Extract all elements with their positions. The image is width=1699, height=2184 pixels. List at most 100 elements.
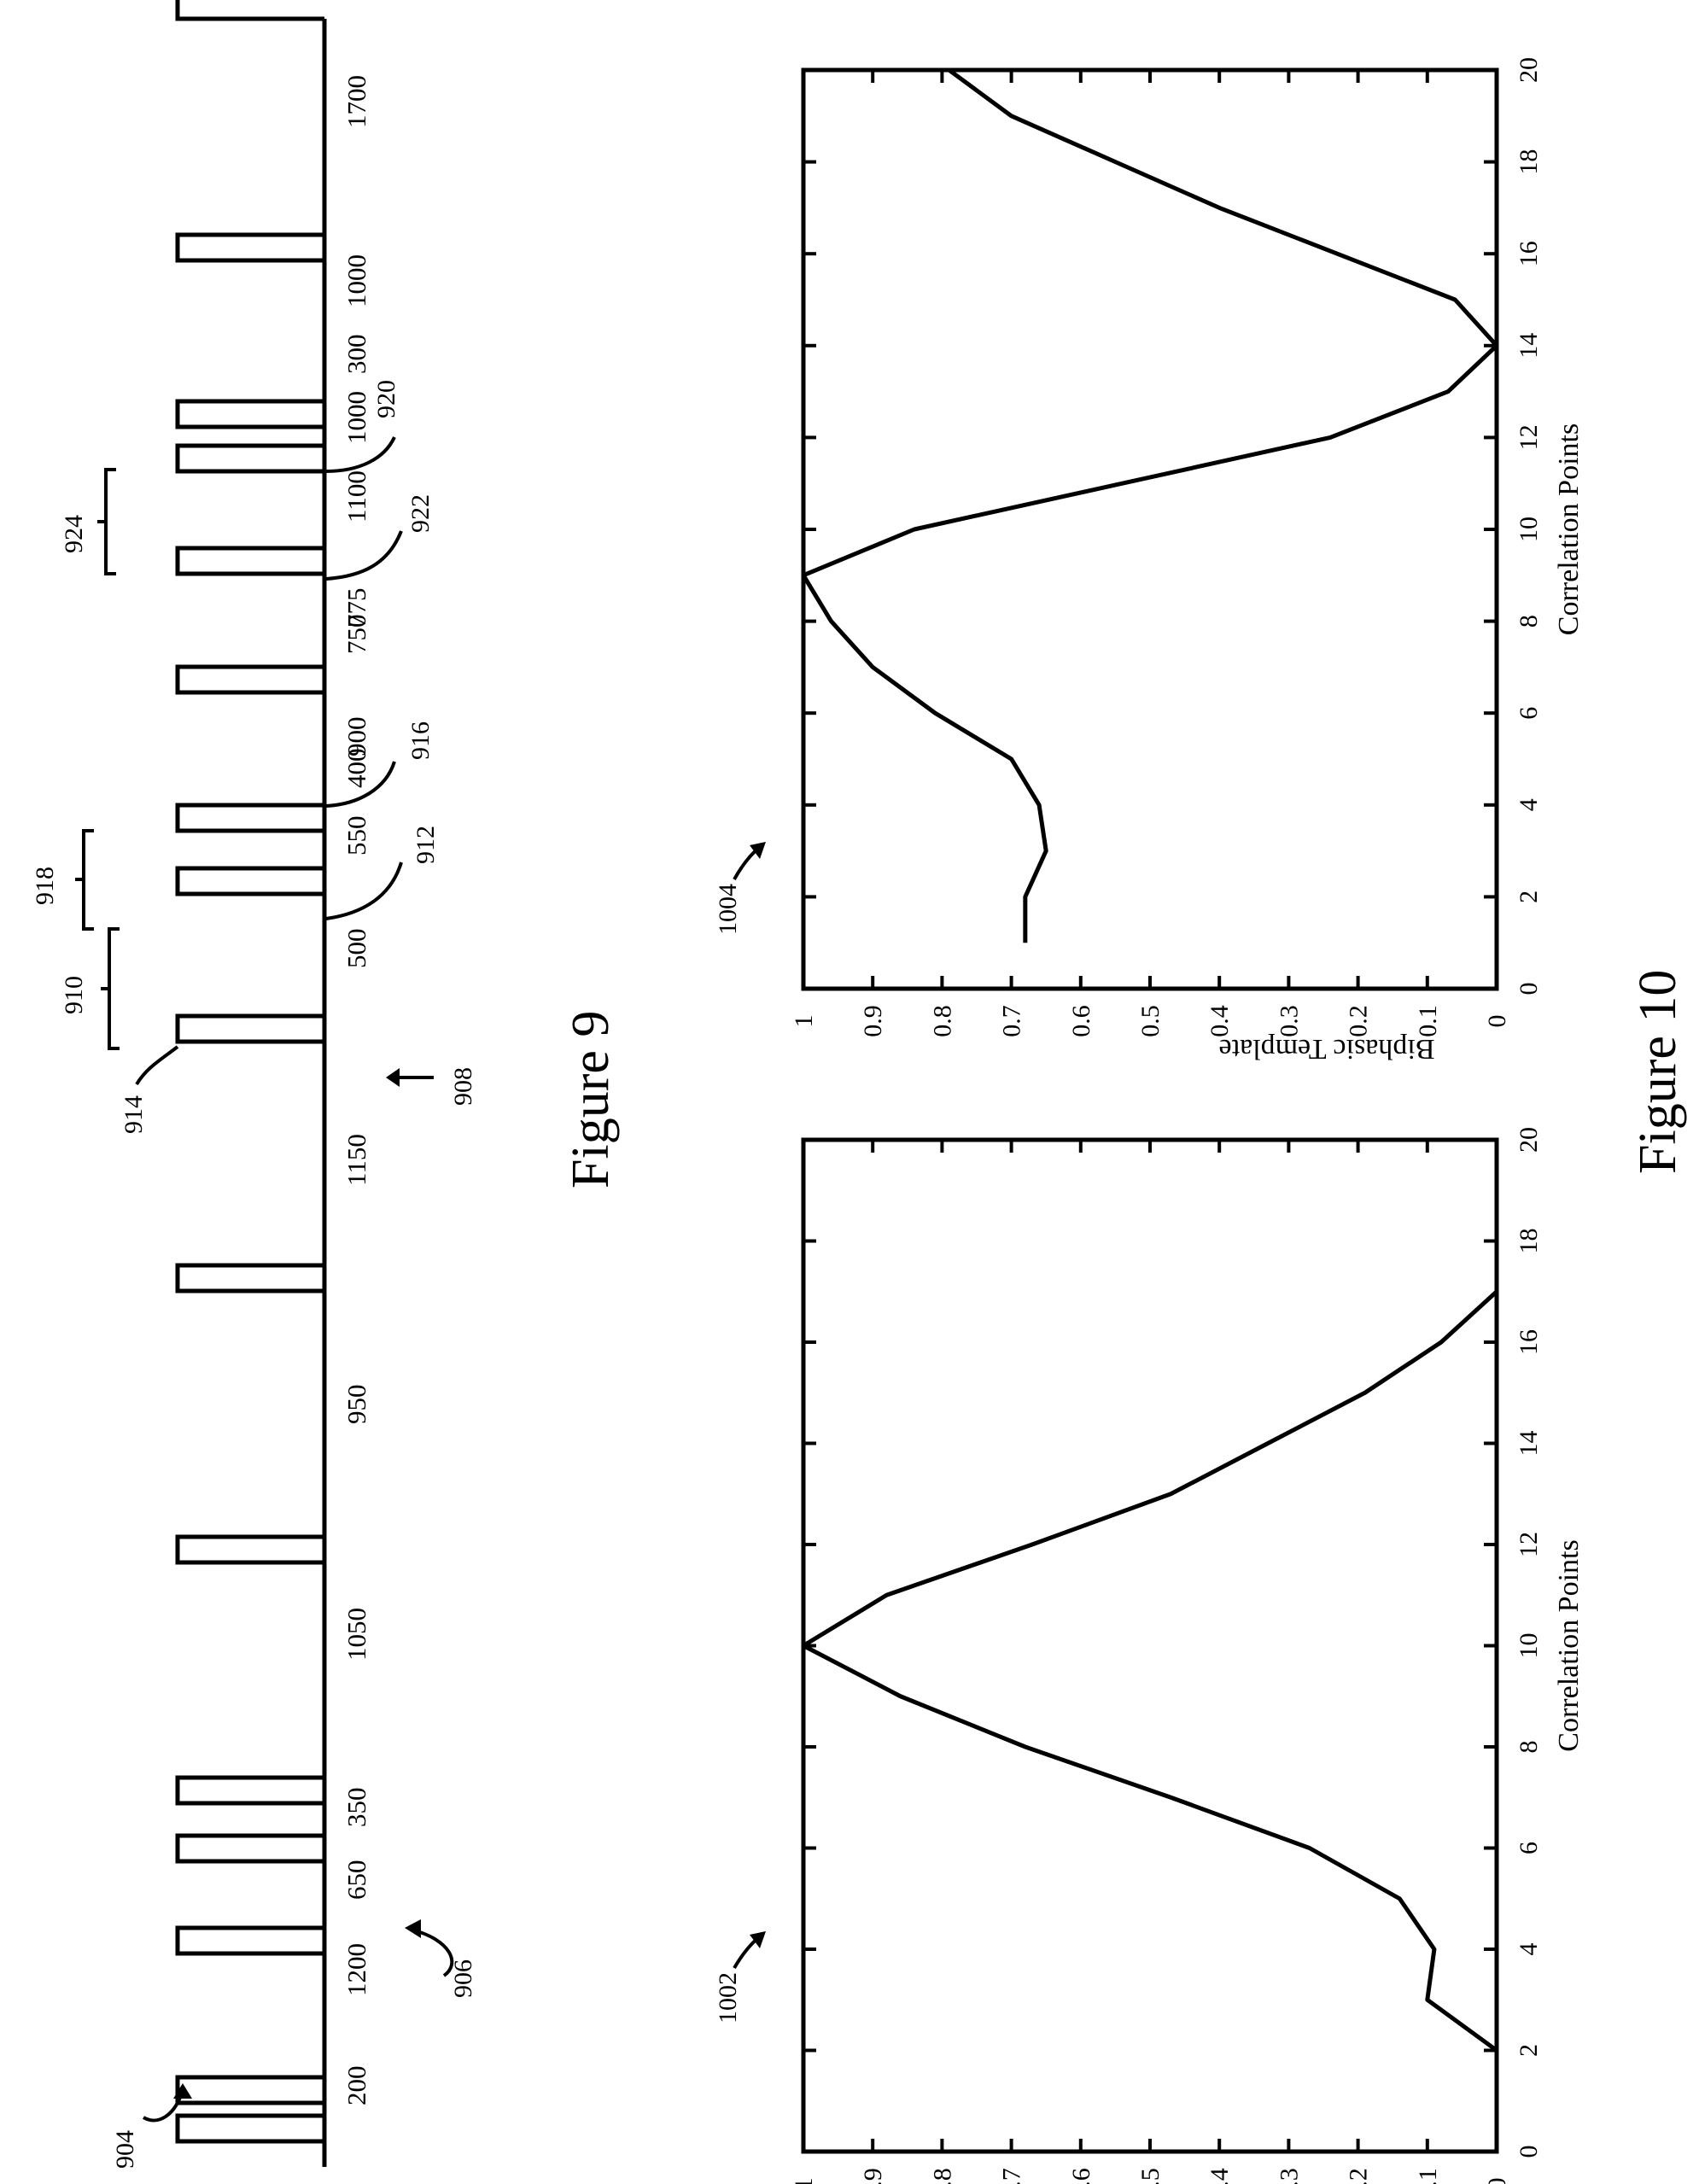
ref-1002-arrowhead (750, 1931, 766, 1948)
y-tick-label: 0.7 (998, 1005, 1026, 1037)
y-tick-label: 0.3 (1275, 1005, 1303, 1037)
ref-924-bracket (97, 468, 116, 575)
interval-label: 1700 (342, 75, 371, 128)
pulse (175, 1534, 324, 1565)
pulse (175, 803, 324, 833)
x-tick-label: 2 (1515, 891, 1543, 903)
interval-label: 1050 (342, 1608, 371, 1661)
interval-label: 1000 (342, 391, 371, 444)
x-tick-label: 10 (1515, 517, 1543, 542)
ref-912-label: 912 (412, 826, 440, 864)
pulse (175, 1833, 324, 1864)
y-tick-label: 0.1 (1414, 2168, 1442, 2184)
ref-1002-label: 1002 (714, 1972, 742, 2023)
x-tick-label: 4 (1515, 1943, 1543, 1956)
pulse (175, 1013, 324, 1044)
ref-908-arrowhead (386, 1068, 400, 1087)
ref-922-label: 922 (406, 494, 435, 533)
x-tick-label: 0 (1515, 983, 1543, 996)
interval-label: 350 (342, 1788, 371, 1828)
pulse (175, 443, 324, 474)
pulse (175, 546, 324, 576)
y-tick-label: 0.2 (1345, 1005, 1373, 1037)
ref-918-bracket (75, 829, 94, 931)
ref-1004-arrowhead (750, 842, 766, 859)
pulse (175, 1775, 324, 1806)
y-tick-label: 0.6 (1067, 2168, 1095, 2184)
ref-922-leader (325, 530, 403, 581)
x-tick-label: 18 (1515, 149, 1543, 175)
ref-910-label: 910 (60, 976, 88, 1014)
ref-912-leader (325, 861, 403, 920)
series-line (801, 1140, 1499, 2101)
x-tick-label: 6 (1515, 707, 1543, 720)
interval-label: 200 (342, 2066, 371, 2106)
interval-label: 775 (342, 588, 371, 628)
x-axis-label: Correlation Points (1553, 1539, 1585, 1751)
ref-914-label: 914 (120, 1095, 148, 1134)
y-tick-label: 0.8 (928, 1005, 956, 1037)
x-tick-label: 10 (1515, 1633, 1543, 1659)
interval-label: 550 (342, 816, 371, 856)
figure-10: 0246810121416182000.10.20.30.40.50.60.70… (714, 57, 1687, 2184)
ref-916-leader (325, 761, 396, 808)
figure-10-caption: Figure 10 (1629, 970, 1687, 1174)
x-tick-label: 14 (1515, 333, 1543, 359)
series-line (801, 67, 1499, 943)
interval-label: 1150 (342, 1134, 371, 1186)
pulse (175, 664, 324, 695)
ref-910-bracket (101, 927, 120, 1050)
interval-label: 650 (342, 1860, 371, 1901)
ref-924-label: 924 (60, 515, 88, 553)
ref-918-label: 918 (31, 867, 59, 905)
ref-920-label: 920 (372, 380, 400, 418)
interval-label: 1000 (342, 254, 371, 307)
x-axis-label: Correlation Points (1553, 423, 1585, 635)
y-tick-label: 1 (790, 2178, 818, 2184)
ref-904-label: 904 (111, 2130, 139, 2169)
y-tick-label: 0.1 (1414, 1005, 1442, 1037)
x-tick-label: 18 (1515, 1229, 1543, 1254)
biphasic-template-chart: 0 2 4 6 8 10 12 14 16 18 20 0 0.1 0.2 0.3 0.4 0.5 0.6 0.7 0… (790, 57, 1585, 1065)
pulse (175, 1263, 324, 1293)
x-tick-label: 0 (1515, 2146, 1543, 2158)
ref-914-leader (135, 1045, 179, 1086)
y-tick-label: 0 (1483, 2178, 1511, 2184)
interval-label: 1100 (342, 470, 371, 523)
monophasic-template-chart: 0 2 4 6 8 10 12 14 16 18 20 0 0.1 0.2 0.3 0.4 0.5 0.6 0.7 0… (790, 1127, 1585, 2184)
y-tick-label: 0.5 (1136, 1005, 1165, 1037)
ref-906-label: 906 (449, 1959, 477, 1998)
y-tick-label: 0.3 (1275, 2168, 1303, 2184)
y-axis-label: Biphasic Template (1219, 1033, 1435, 1065)
interval-label: 900 (342, 717, 371, 757)
y-tick-label: 0.9 (859, 2168, 887, 2184)
interval-label: 750 (342, 615, 371, 655)
plot-frame (801, 1137, 1499, 2154)
ref-904-arrowhead (173, 2083, 192, 2099)
interval-label: 950 (342, 1385, 371, 1425)
y-tick-label: 0.2 (1345, 2168, 1373, 2184)
y-tick-label: 0.5 (1136, 2168, 1165, 2184)
ref-906-arrow (411, 1928, 454, 1977)
y-tick-label: 0.9 (859, 1005, 887, 1037)
figure-9-pulses (175, 0, 324, 2144)
x-tick-label: 20 (1515, 1127, 1543, 1153)
x-tick-label: 12 (1515, 424, 1543, 450)
x-tick-label: 4 (1515, 798, 1543, 811)
interval-label: 300 (342, 335, 371, 375)
y-tick-label: 0.4 (1206, 2168, 1234, 2184)
x-tick-label: 20 (1515, 57, 1543, 83)
x-tick-label: 8 (1515, 1741, 1543, 1754)
ref-908-label: 908 (449, 1067, 477, 1106)
figure-9-caption: Figure 9 (562, 1011, 620, 1188)
interval-label: 400 (342, 749, 371, 789)
plot-frame (801, 67, 1499, 991)
ref-906-arrowhead (405, 1919, 421, 1938)
x-tick-label: 14 (1515, 1431, 1543, 1457)
x-tick-label: 16 (1515, 1329, 1543, 1355)
pulse (175, 866, 324, 896)
x-tick-label: 2 (1515, 2044, 1543, 2057)
y-tick-label: 0.7 (998, 2168, 1026, 2184)
